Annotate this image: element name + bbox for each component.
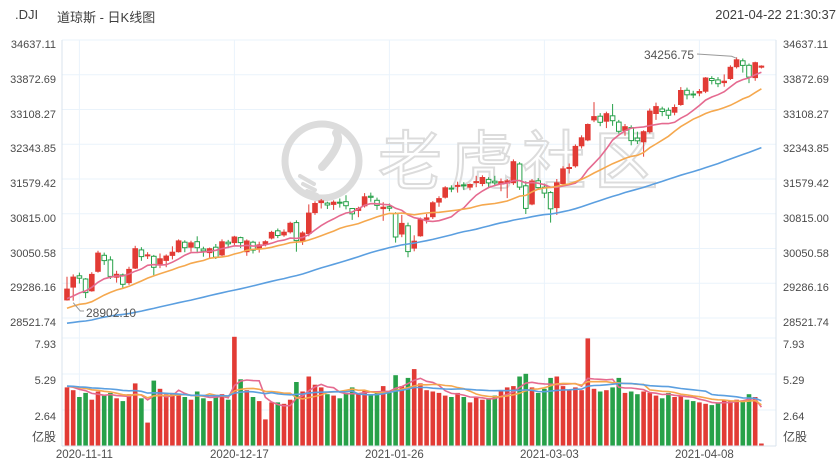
- date-tick-label: 2021-04-08: [674, 449, 734, 461]
- price-tick-label-right: 30050.58: [783, 247, 829, 260]
- low-price-annotation: 28902.10: [86, 306, 137, 320]
- date-tick-label: 2020-12-17: [209, 449, 269, 461]
- high-annotation-line: [696, 53, 737, 59]
- timestamp-label: 2021-04-22 21:30:37: [715, 7, 836, 22]
- date-tick-label: 2020-11-11: [55, 449, 113, 461]
- price-tick-label-left: 30815.00: [10, 212, 56, 225]
- watermark: 老虎社区: [281, 120, 659, 202]
- price-tick-label-right: 30815.00: [783, 212, 829, 225]
- price-tick-label-right: 33108.27: [783, 108, 829, 121]
- symbol-label: .DJI: [15, 7, 39, 22]
- ma-slow-line: [66, 146, 762, 324]
- price-tick-label-left: 33872.69: [10, 73, 56, 86]
- price-tick-label-left: 33108.27: [10, 108, 56, 121]
- volume-tick-label-right: 5.29: [783, 374, 805, 387]
- price-tick-label-left: 28521.74: [10, 317, 56, 329]
- volume-ma-slow-line: [66, 382, 762, 402]
- price-tick-label-left: 30050.58: [10, 247, 56, 260]
- volume-tick-label-right: 7.93: [783, 339, 805, 351]
- price-tick-label-right: 34637.11: [783, 39, 829, 51]
- date-tick-label: 2021-01-26: [364, 449, 424, 461]
- price-tick-label-right: 31579.42: [783, 178, 829, 190]
- volume-unit-label-left: 亿股: [31, 430, 56, 444]
- volume-tick-label-left: 2.64: [34, 411, 56, 424]
- chart-borders: [61, 40, 777, 447]
- low-annotation-line: [72, 302, 84, 312]
- price-tick-label-right: 33872.69: [783, 73, 829, 86]
- volume-ma-fast-line: [66, 377, 763, 408]
- date-tick-label: 2021-03-03: [519, 449, 579, 461]
- chart-title: 道琼斯 - 日K线图: [57, 10, 156, 25]
- ma-mid-line: [66, 88, 762, 310]
- price-tick-label-right: 28521.74: [783, 317, 829, 329]
- volume-tick-label-left: 5.29: [34, 374, 56, 387]
- price-tick-label-left: 32343.85: [10, 143, 56, 156]
- volume-tick-label-right: 2.64: [783, 411, 805, 424]
- price-tick-label-right: 32343.85: [783, 143, 829, 156]
- volume-tick-label-left: 7.93: [34, 339, 56, 351]
- price-tick-label-left: 31579.42: [10, 178, 56, 190]
- price-tick-label-right: 29286.16: [783, 282, 829, 295]
- volume-bars: [64, 336, 764, 446]
- price-tick-label-left: 29286.16: [10, 282, 56, 295]
- price-tick-label-left: 34637.11: [10, 39, 56, 51]
- high-price-annotation: 34256.75: [643, 48, 694, 62]
- ma-fast-line: [66, 71, 762, 300]
- volume-unit-label-right: 亿股: [783, 430, 808, 444]
